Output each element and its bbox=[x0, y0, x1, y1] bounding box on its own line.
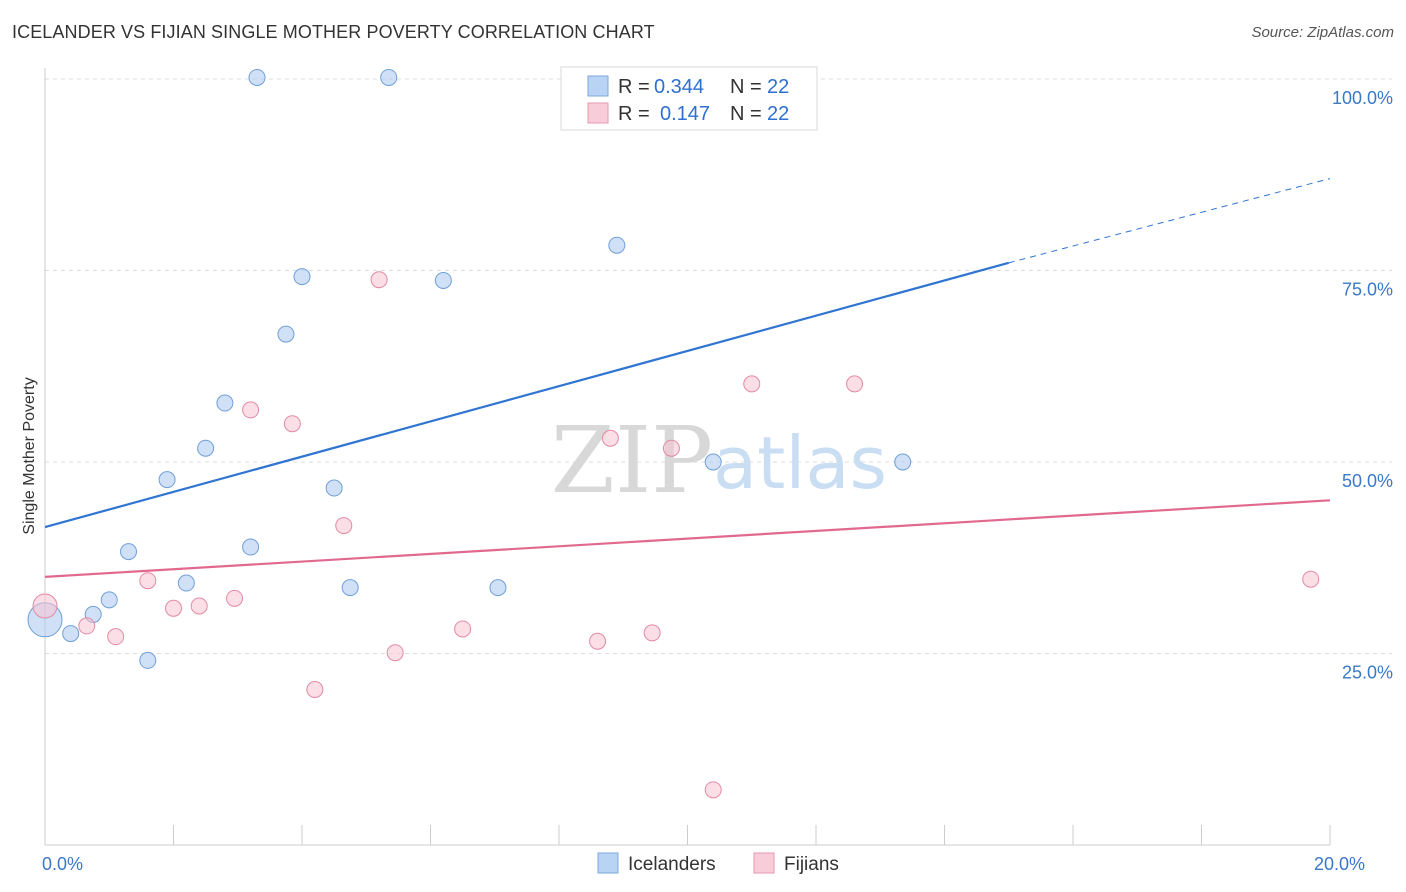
trend-line-fijians bbox=[44, 499, 1331, 578]
point-fijians bbox=[1302, 570, 1320, 588]
point-icelanders bbox=[197, 439, 215, 457]
chart-title: ICELANDER VS FIJIAN SINGLE MOTHER POVERT… bbox=[12, 22, 655, 42]
legend-n-label-2: N = bbox=[730, 103, 762, 125]
point-fijians bbox=[335, 517, 353, 535]
point-fijians bbox=[704, 781, 722, 799]
point-icelanders bbox=[100, 591, 118, 609]
legend-n-value-1: 22 bbox=[767, 76, 789, 98]
point-icelanders bbox=[62, 625, 80, 643]
y-tick-label: 50.0% bbox=[1342, 471, 1393, 491]
point-icelanders bbox=[704, 453, 722, 471]
point-fijians bbox=[226, 589, 244, 607]
point-fijians bbox=[601, 429, 619, 447]
bottom-legend-fijians: Fijians bbox=[784, 854, 839, 875]
legend-swatch-icelanders bbox=[587, 75, 609, 97]
y-tick-label: 100.0% bbox=[1332, 88, 1393, 108]
point-icelanders bbox=[325, 479, 343, 497]
point-icelanders bbox=[216, 394, 234, 412]
axes: 25.0% 50.0% 75.0% 100.0% 0.0% 20.0% bbox=[42, 68, 1393, 874]
bottom-legend-swatch-fijians bbox=[753, 852, 775, 874]
point-icelanders bbox=[341, 579, 359, 597]
bottom-legend-swatch-icelanders bbox=[597, 852, 619, 874]
point-icelanders bbox=[293, 268, 311, 286]
point-fijians bbox=[32, 593, 58, 619]
point-icelanders bbox=[434, 271, 452, 289]
point-fijians bbox=[386, 644, 404, 662]
trend-lines bbox=[44, 178, 1331, 578]
bottom-legend-icelanders: Icelanders bbox=[628, 854, 716, 875]
point-icelanders bbox=[177, 574, 195, 592]
x-tick-label: 20.0% bbox=[1314, 854, 1365, 874]
y-axis-title: Single Mother Poverty bbox=[21, 377, 38, 534]
trend-extension-icelanders bbox=[1008, 178, 1331, 264]
watermark-zip: ZIP bbox=[551, 407, 713, 514]
point-fijians bbox=[242, 401, 260, 419]
legend-swatch-fijians bbox=[587, 102, 609, 124]
point-fijians bbox=[454, 620, 472, 638]
legend-n-value-2: 22 bbox=[767, 103, 789, 125]
point-fijians bbox=[78, 617, 96, 635]
point-fijians bbox=[589, 632, 607, 650]
point-icelanders bbox=[139, 651, 157, 669]
point-icelanders bbox=[242, 538, 260, 556]
point-fijians bbox=[306, 681, 324, 699]
point-icelanders bbox=[608, 236, 626, 254]
point-fijians bbox=[107, 628, 125, 646]
source-label: Source: ZipAtlas.com bbox=[1251, 24, 1394, 41]
point-fijians bbox=[662, 439, 680, 457]
legend-r-label-1: R = bbox=[618, 76, 650, 98]
legend-n-label-1: N = bbox=[730, 76, 762, 98]
point-fijians bbox=[139, 572, 157, 590]
point-icelanders bbox=[277, 325, 295, 343]
point-fijians bbox=[190, 597, 208, 615]
point-icelanders bbox=[248, 68, 266, 86]
grid-lines bbox=[45, 78, 1392, 654]
point-fijians bbox=[283, 415, 301, 433]
y-tick-label: 75.0% bbox=[1342, 280, 1393, 300]
point-icelanders bbox=[120, 543, 138, 561]
point-icelanders bbox=[380, 68, 398, 86]
watermark-atlas: atlas bbox=[713, 421, 887, 505]
data-points bbox=[27, 68, 1320, 799]
trend-line-icelanders bbox=[44, 261, 1010, 529]
point-fijians bbox=[370, 271, 388, 289]
point-icelanders bbox=[489, 579, 507, 597]
point-fijians bbox=[643, 624, 661, 642]
point-fijians bbox=[846, 375, 864, 393]
point-fijians bbox=[743, 375, 761, 393]
y-tick-label: 25.0% bbox=[1342, 663, 1393, 683]
legend-r-label-2: R = bbox=[618, 103, 650, 125]
point-icelanders bbox=[894, 453, 912, 471]
x-tick-label: 0.0% bbox=[42, 854, 83, 874]
series-legend: Icelanders Fijians bbox=[597, 852, 839, 875]
point-fijians bbox=[165, 599, 182, 617]
legend-r-value-1: 0.344 bbox=[654, 76, 704, 98]
legend-r-value-2: 0.147 bbox=[660, 103, 710, 125]
point-icelanders bbox=[158, 471, 176, 489]
correlation-legend: R = 0.344 N = 22 R = 0.147 N = 22 bbox=[560, 66, 818, 131]
